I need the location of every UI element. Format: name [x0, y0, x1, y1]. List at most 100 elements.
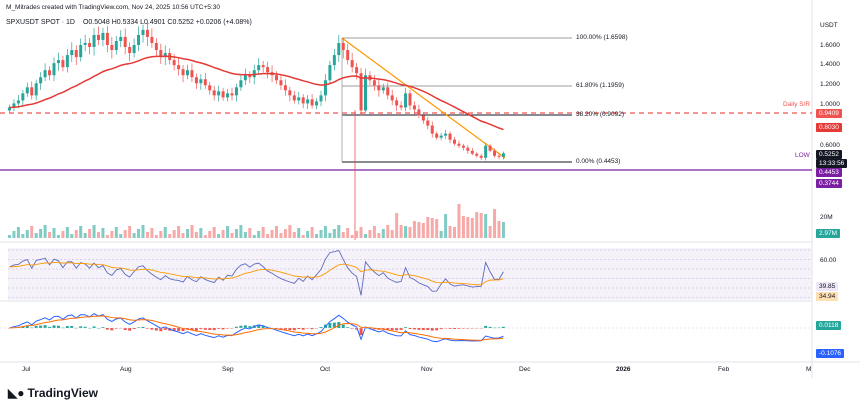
volume-bar: [8, 235, 11, 238]
volume-bar: [208, 231, 212, 238]
volume-bar: [390, 230, 394, 238]
macd-histogram-bar: [172, 328, 176, 331]
macd-histogram-bar: [159, 328, 163, 332]
ohlc-values: O0.5048 H0.5334 L0.4901 C0.5252 +0.0206 …: [82, 19, 252, 26]
tradingview-logo[interactable]: ◣● TradingView: [8, 386, 98, 400]
macd-histogram-bar: [48, 326, 52, 328]
volume-bar: [337, 225, 341, 238]
volume-bar: [266, 234, 270, 238]
macd-signal-line: [9, 315, 504, 341]
volume-bar: [377, 233, 381, 238]
macd-histogram-bar: [177, 328, 181, 331]
candle: [399, 105, 403, 108]
candle: [199, 79, 203, 84]
volume-bar: [501, 222, 505, 238]
candle: [21, 93, 25, 101]
volume-bar: [470, 218, 474, 238]
macd-histogram-bar: [310, 328, 314, 330]
candle: [444, 133, 448, 136]
candle: [97, 34, 100, 40]
candle: [105, 32, 109, 45]
candle: [283, 85, 287, 91]
candle: [212, 90, 216, 96]
countdown-tag: 13:33:56: [816, 159, 848, 168]
volume-bar: [417, 222, 421, 238]
candle: [466, 147, 470, 151]
candle: [12, 103, 16, 108]
volume-bar: [479, 213, 483, 238]
macd-tag: 0.0118: [816, 321, 842, 330]
candle: [56, 60, 60, 64]
macd-histogram-bar: [493, 327, 497, 329]
macd-histogram-bar: [25, 325, 29, 328]
macd-histogram-bar: [288, 328, 292, 331]
macd-histogram-bar: [399, 328, 403, 330]
candle: [243, 75, 247, 81]
volume-bar: [172, 230, 176, 238]
candle: [350, 60, 354, 68]
candle: [439, 135, 443, 138]
candle: [288, 90, 292, 96]
low-tag: 0.4453: [816, 168, 842, 177]
macd-histogram-bar: [154, 328, 158, 331]
volume-bar: [132, 233, 136, 238]
candle: [337, 42, 341, 56]
volume-bar: [163, 227, 167, 238]
volume-bar: [248, 228, 252, 238]
candle: [386, 87, 390, 96]
price-tick: 1.6000: [820, 42, 840, 49]
volume-bar: [395, 213, 399, 238]
candle: [359, 73, 363, 111]
macd-histogram-bar: [145, 328, 149, 329]
macd-histogram-bar: [92, 326, 96, 328]
candle: [83, 42, 87, 45]
candle: [430, 125, 434, 134]
volume-bar: [346, 228, 350, 238]
volume-bar: [497, 221, 501, 238]
macd-histogram-bar: [501, 326, 505, 328]
candle: [266, 67, 270, 73]
volume-bar: [350, 235, 354, 238]
candle: [65, 55, 69, 68]
volume-bar: [323, 226, 327, 238]
volume-bar: [319, 230, 323, 238]
macd-histogram-bar: [257, 325, 261, 328]
volume-bar: [439, 231, 443, 238]
volume-bar: [288, 225, 292, 238]
macd-histogram-bar: [355, 328, 359, 330]
candle: [497, 155, 501, 157]
volume-bar: [457, 204, 461, 238]
candle: [172, 60, 176, 66]
volume-bar: [88, 229, 92, 238]
created-by-text: M_Mitrades created with TradingView.com,…: [6, 4, 220, 11]
macd-histogram-bar: [328, 323, 332, 328]
candle: [79, 45, 83, 58]
candle: [88, 42, 92, 48]
candle: [377, 85, 381, 91]
macd-histogram-bar: [386, 328, 390, 330]
macd-histogram-bar: [261, 326, 265, 328]
volume-bar: [404, 226, 408, 238]
macd-histogram-bar: [412, 328, 416, 330]
candle: [310, 99, 314, 106]
volume-bar: [368, 230, 372, 238]
candle: [141, 29, 145, 35]
symbol-title[interactable]: SPXUSDT SPOT · 1D O0.5048 H0.5334 L0.490…: [6, 19, 252, 26]
macd-signal-tag: -0.1076: [816, 349, 845, 358]
volume-bar: [364, 234, 367, 238]
volume-bar: [279, 233, 283, 238]
volume-bar: [181, 233, 185, 238]
volume-bar: [381, 229, 385, 238]
candle: [194, 77, 198, 84]
volume-tick: 20M: [820, 214, 833, 221]
macd-histogram-bar: [105, 328, 109, 330]
candle: [203, 79, 207, 86]
volume-bar: [65, 227, 69, 238]
moving-average-line: [9, 55, 504, 131]
macd-histogram-bar: [279, 328, 283, 330]
volume-bar: [226, 226, 230, 238]
candle: [145, 29, 149, 37]
volume-bar: [261, 227, 265, 238]
volume-bar: [154, 235, 158, 238]
